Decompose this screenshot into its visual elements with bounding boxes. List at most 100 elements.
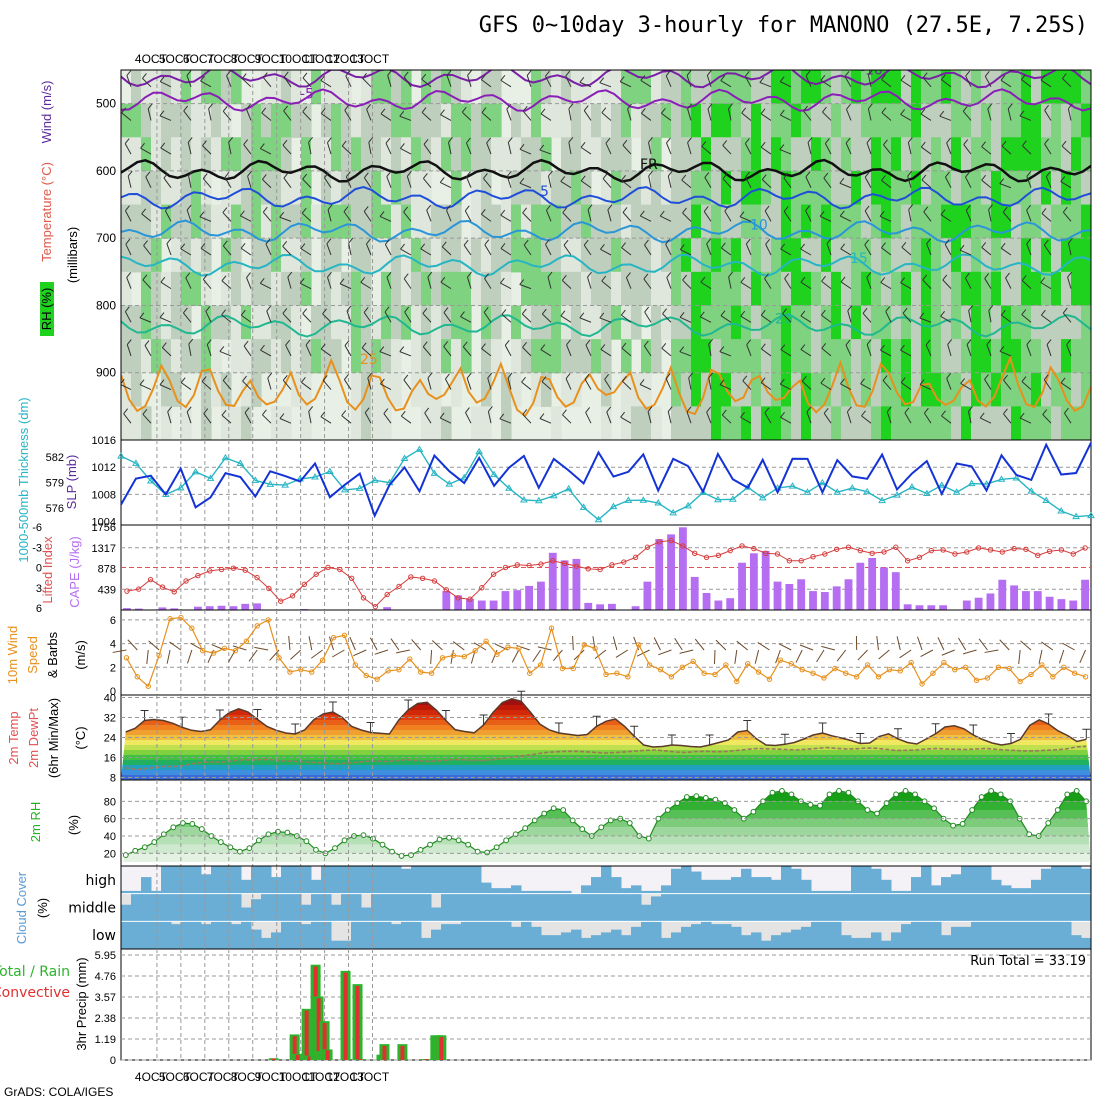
- wind-barb-feather: [1021, 376, 1027, 382]
- cloud-level-label: low: [92, 928, 116, 944]
- rh-cell: [751, 70, 762, 105]
- rh-cell: [191, 339, 202, 374]
- cloud-cell: [941, 893, 952, 922]
- wind-barb-feather: [159, 76, 165, 82]
- rh-cell: [581, 137, 592, 172]
- rh-cell: [921, 238, 932, 273]
- lifted-index-marker: [242, 567, 248, 573]
- wind-speed-marker: [461, 653, 468, 660]
- rh-cell: [661, 70, 672, 105]
- wind-barb: [361, 347, 372, 357]
- wind-barb: [708, 344, 712, 357]
- rh-cell: [121, 103, 132, 138]
- wind-barb: [545, 244, 552, 256]
- rh-cell: [391, 238, 402, 273]
- rh-cell: [801, 204, 812, 239]
- wind-speed-marker: [156, 652, 162, 659]
- isotherm-line: [121, 88, 1091, 112]
- isotherm-line: [121, 313, 1091, 338]
- wind-barb: [821, 347, 832, 357]
- wind-barb: [500, 282, 512, 290]
- wind-barb: [1018, 649, 1021, 664]
- wind-barb: [807, 142, 812, 155]
- cloud-cell: [261, 866, 272, 894]
- lifted-index-marker: [502, 564, 509, 571]
- rh-legend-swatch: [40, 282, 54, 336]
- rh-cell: [741, 271, 752, 307]
- wind-barb: [941, 79, 952, 88]
- wind-barb: [266, 310, 272, 323]
- rh-cell: [531, 271, 542, 307]
- wind-barb: [783, 211, 792, 222]
- wind-barb: [1021, 314, 1032, 323]
- cape-bar: [158, 607, 167, 610]
- thickness-marker: [549, 491, 558, 499]
- wind-barb: [537, 646, 552, 651]
- wind-barb: [622, 212, 632, 222]
- rh-cell: [161, 305, 172, 340]
- wind-barb: [760, 314, 772, 323]
- wind-barb: [686, 75, 692, 87]
- wind-barb: [1041, 314, 1052, 323]
- wind-barb-feather: [1021, 275, 1027, 281]
- wind-barb-feather: [200, 242, 206, 249]
- rh-cell: [501, 238, 512, 273]
- wind-barb: [878, 649, 890, 660]
- cape-bar: [915, 605, 924, 610]
- rh-cell: [1081, 204, 1091, 239]
- wind-barb: [639, 384, 652, 390]
- wind-barb: [640, 215, 652, 222]
- wind-barb: [820, 79, 832, 88]
- wind-barb-feather: [1044, 104, 1049, 111]
- wind-barb: [881, 180, 892, 189]
- wind-barb: [399, 115, 412, 121]
- wind-barb: [426, 209, 432, 222]
- cloud-cell: [781, 893, 792, 922]
- wind-barb: [507, 142, 512, 155]
- wind-barb-feather: [907, 137, 913, 143]
- rh-cell: [1001, 103, 1012, 138]
- wind-barb: [279, 418, 292, 424]
- wind-barb: [881, 112, 892, 121]
- wind-barb-feather: [486, 137, 492, 144]
- rh-cell: [291, 103, 302, 138]
- cloud-cell: [161, 893, 172, 922]
- thickness-marker: [400, 454, 409, 462]
- thickness-marker: [952, 488, 961, 495]
- cloud-cell: [421, 866, 432, 894]
- cloud-cell: [1051, 921, 1062, 949]
- wind-barb: [384, 244, 392, 256]
- wind-barb: [964, 277, 972, 289]
- rh-cell: [851, 406, 862, 440]
- wind-barb: [443, 346, 452, 357]
- lifted-index-marker: [301, 581, 308, 588]
- wind-barb-feather: [320, 108, 326, 114]
- rh-cell: [351, 204, 362, 239]
- wind-barb-feather: [186, 70, 192, 76]
- rh-cell: [561, 70, 572, 105]
- wind-barb-feather: [403, 374, 409, 381]
- wind-barb: [126, 75, 132, 87]
- wind-speed-marker: [734, 678, 740, 685]
- thickness-marker: [460, 473, 469, 481]
- rh-cell: [291, 339, 302, 374]
- top-x-axis: 4OCT5OCT6OCT7OCT8OCT9OCT10OCT11OCT12OCT1…: [135, 52, 390, 66]
- thickness-marker: [534, 496, 543, 504]
- rh-cell: [1051, 372, 1062, 407]
- rh-cell: [381, 103, 392, 138]
- rh-cell: [731, 406, 742, 440]
- bottom-tick-label: 12OCT: [327, 1070, 366, 1084]
- thickness-marker: [370, 476, 379, 483]
- rh-cell: [231, 406, 242, 440]
- wind-barb: [320, 113, 332, 121]
- rh-cell: [151, 271, 162, 307]
- rh-cell: [911, 70, 922, 105]
- cloud-cell: [781, 866, 792, 894]
- rh-cell: [591, 271, 602, 307]
- wind-barb-feather: [984, 374, 989, 380]
- wind-barb: [937, 637, 945, 651]
- rh-cell: [201, 406, 212, 440]
- rh-cell: [651, 103, 662, 138]
- rh-cell: [701, 70, 712, 105]
- cloud-cell: [351, 866, 362, 894]
